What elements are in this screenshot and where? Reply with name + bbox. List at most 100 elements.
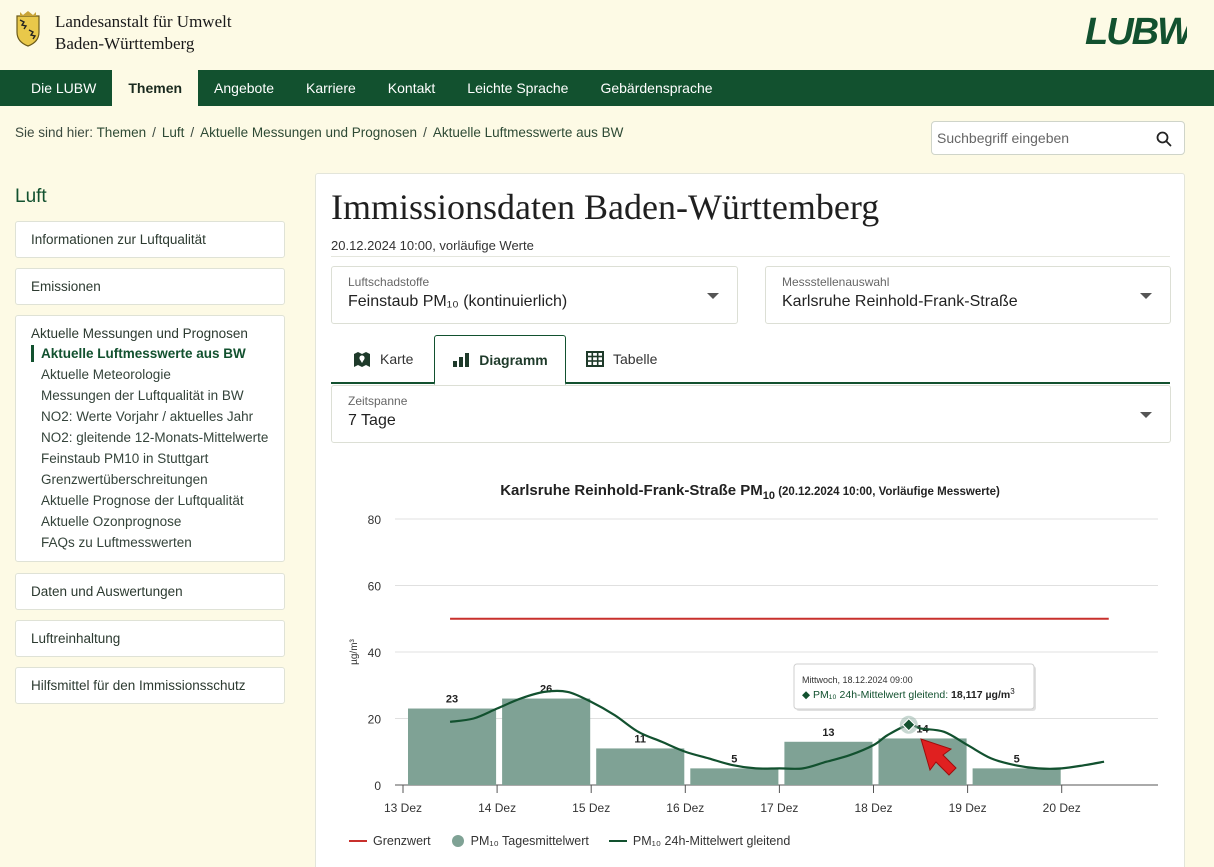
legend-item[interactable]: Grenzwert [349,834,431,848]
bar-value-label: 5 [1014,753,1020,765]
bar-value-label: 5 [731,753,737,765]
bar-value-label: 13 [822,727,834,739]
nav-item-leichte-sprache[interactable]: Leichte Sprache [467,80,569,96]
tab-tabelle[interactable]: Tabelle [586,335,676,383]
search-input[interactable] [932,122,1142,154]
breadcrumb-link[interactable]: Themen [96,125,147,140]
sidebar-subitem[interactable]: Messungen der Luftqualität in BW [41,388,244,403]
period-select-value: 7 Tage [348,412,396,429]
chart-legend: Grenzwert PM₁₀ Tagesmittelwert PM₁₀ 24h-Mi… [349,834,810,848]
search-icon[interactable] [1156,131,1172,147]
bar-chart-icon [453,352,470,367]
legend-label: Grenzwert [373,834,431,848]
chart-title-main: Karlsruhe Reinhold-Frank-Straße PM [500,482,763,499]
chart-title-sub: 10 [763,490,775,502]
x-tick-label: 16 Dez [666,801,704,815]
main-nav: Die LUBW Themen Angebote Karriere Kontakt Lei… [0,70,1214,106]
breadcrumb-separator: / [190,125,195,140]
tooltip-unit-sup: 3 [1010,687,1015,696]
tooltip-value: ◆ PM₁₀ 24h-Mittelwert gleitend: 18,117 µ… [802,687,1015,701]
tab-diagramm-label: Diagramm [479,351,548,368]
x-tick-label: 14 Dez [478,801,516,815]
bar-value-label: 11 [634,733,646,745]
station-select-label: Messstellenauswahl [782,275,890,289]
station-select[interactable]: Messstellenauswahl Karlsruhe Reinhold-Fr… [765,266,1171,324]
tab-karte[interactable]: Karte [353,335,433,383]
sidebar-item[interactable]: Hilfsmittel für den Immissionsschutz [15,667,285,704]
breadcrumb-separator: / [423,125,427,140]
pointer-arrow-icon [920,738,957,776]
bar [784,741,873,785]
pollutant-select-value: Feinstaub PM₁₀ (kontinuierlich) [348,293,568,310]
breadcrumb-separator: / [152,125,156,140]
sidebar-item[interactable]: Emissionen [15,268,285,305]
nav-item-kontakt[interactable]: Kontakt [387,80,436,96]
sidebar-item[interactable]: Luftreinhaltung [15,620,285,657]
logo-text: LUBW [1085,12,1187,48]
org-name[interactable]: Landesanstalt für Umwelt Baden-Württembe… [55,11,232,55]
sidebar-group-head[interactable]: Aktuelle Messungen und Prognosen [31,326,248,341]
bar [502,698,591,785]
chart-title: Karlsruhe Reinhold-Frank-Straße PM10 (20… [500,482,1000,502]
chart-title-note: (20.12.2024 10:00, Vorläufige Messwerte) [775,486,1000,498]
nav-item-karriere[interactable]: Karriere [306,80,356,96]
tooltip-box [793,663,1035,710]
x-tick-label: 17 Dez [760,801,798,815]
sidebar-subitem[interactable]: NO2: gleitende 12-Monats-Mittelwerte [41,430,269,445]
tab-karte-label: Karte [380,351,414,367]
table-icon [586,351,604,367]
sidebar-subitem[interactable]: NO2: Werte Vorjahr / aktuelles Jahr [41,409,254,424]
chevron-down-icon [1140,412,1152,418]
site-header: Landesanstalt für Umwelt Baden-Württembe… [0,0,1214,70]
chevron-down-icon [1140,293,1152,299]
breadcrumb-prefix: Sie sind hier: [15,125,97,140]
sidebar-subitem-current[interactable]: Aktuelle Luftmesswerte aus BW [31,345,284,362]
sidebar-subitem[interactable]: Aktuelle Ozonprognose [41,514,182,529]
page-title: Immissionsdaten Baden-Württemberg [331,187,880,227]
legend-label: PM₁₀ Tagesmittelwert [470,834,589,848]
org-name-line1: Landesanstalt für Umwelt [55,12,232,31]
x-tick-label: 19 Dez [949,801,987,815]
tab-tabelle-label: Tabelle [613,351,658,367]
legend-line-icon [608,840,627,842]
coat-of-arms-icon [16,11,40,47]
breadcrumb-link[interactable]: Luft [161,125,185,140]
nav-item-die-lubw[interactable]: Die LUBW [31,80,97,96]
sidebar-subitem[interactable]: FAQs zu Luftmesswerten [41,535,192,550]
sidebar-subitem[interactable]: Feinstaub PM10 in Stuttgart [41,451,209,466]
y-tick-label: 0 [374,779,381,793]
search-box [931,121,1185,155]
sidebar-subitem[interactable]: Aktuelle Prognose der Luftqualität [41,493,244,508]
nav-item-themen[interactable]: Themen [112,70,199,106]
x-tick-label: 20 Dez [1043,801,1081,815]
period-select[interactable]: Zeitspanne 7 Tage [331,385,1171,443]
sidebar-item[interactable]: Informationen zur Luftqualität [15,221,285,258]
sidebar-subitem[interactable]: Grenzwertüberschreitungen [41,472,208,487]
sidebar-subitem[interactable]: Aktuelle Meteorologie [41,367,171,382]
bar [690,768,779,785]
legend-label: PM₁₀ 24h-Mittelwert gleitend [632,834,791,848]
legend-item[interactable]: PM₁₀ Tagesmittelwert [451,834,589,848]
bar-value-label: 23 [446,694,458,706]
y-tick-label: 60 [368,580,382,594]
legend-item[interactable]: PM₁₀ 24h-Mittelwert gleitend [608,834,791,848]
x-tick-label: 15 Dez [572,801,610,815]
x-tick-label: 18 Dez [854,801,892,815]
sidebar-item[interactable]: Daten und Auswertungen [15,573,285,610]
nav-item-geb-rdensprache[interactable]: Gebärdensprache [600,80,713,96]
breadcrumb-link[interactable]: Aktuelle Messungen und Prognosen [200,125,418,140]
breadcrumb-link[interactable]: Aktuelle Luftmesswerte aus BW [432,125,624,140]
bar [878,738,967,785]
bar [408,708,497,785]
y-axis-label: µg/m³ [349,638,360,664]
nav-item-angebote[interactable]: Angebote [214,80,274,96]
pollutant-select[interactable]: Luftschadstoffe Feinstaub PM₁₀ (kontinui… [331,266,738,324]
tab-diagramm[interactable]: Diagramm [434,335,566,385]
data-timestamp: 20.12.2024 10:00, vorläufige Werte [331,238,534,253]
main-panel: Immissionsdaten Baden-Württemberg 20.12.… [315,173,1185,867]
lubw-logo[interactable]: LUBW [1085,12,1187,48]
pollutant-select-label: Luftschadstoffe [348,275,430,289]
hover-point [902,718,916,732]
moving-average-line [449,689,1105,770]
legend-line-icon [349,840,367,842]
